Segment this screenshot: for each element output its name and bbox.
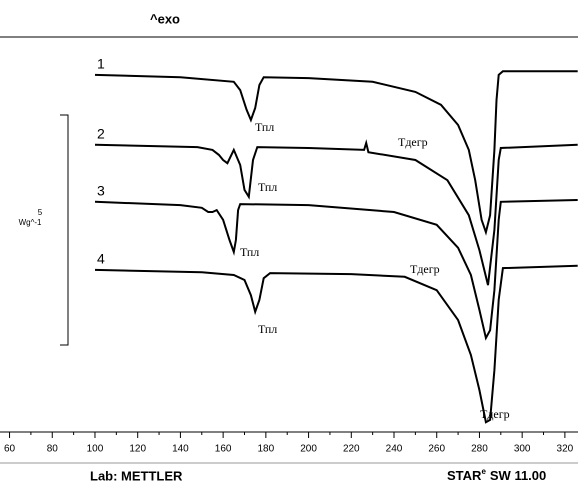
annotation: Тпл [255,120,274,134]
x-tick-label: 180 [258,444,275,455]
x-tick-label: 260 [428,444,445,455]
annotation: Тпл [240,245,259,259]
footer-right: STARe SW 11.00 [447,467,546,483]
x-tick-label: 320 [557,444,574,455]
x-tick-label: 220 [343,444,360,455]
curve [94,199,578,341]
x-tick-label: 280 [471,444,488,455]
x-tick-label: 60 [4,444,16,455]
annotation: Тдегр [480,407,510,421]
x-tick-label: 240 [386,444,403,455]
x-tick-label: 80 [47,444,59,455]
annotation: Тдегр [398,135,428,149]
x-tick-label: 160 [215,444,232,455]
curve [94,139,578,286]
annotation: Тпл [258,322,277,336]
scale-bar [60,114,69,346]
header: ^exo [150,11,180,26]
annotation: Тпл [258,180,277,194]
series-label: 3 [97,183,105,199]
curve [94,70,578,236]
scale-value: 5 [38,208,43,217]
scale-unit: Wg^-1 [19,218,42,227]
curve [94,264,578,424]
annotation: Тдегр [410,262,440,276]
x-tick-label: 100 [87,444,104,455]
x-tick-label: 140 [172,444,189,455]
x-tick-label: 300 [514,444,531,455]
series-label: 2 [97,126,105,142]
footer-left: Lab: METTLER [90,468,183,483]
x-tick-label: 200 [300,444,317,455]
series-label: 4 [97,251,105,267]
x-tick-label: 120 [129,444,146,455]
series-label: 1 [97,56,105,72]
